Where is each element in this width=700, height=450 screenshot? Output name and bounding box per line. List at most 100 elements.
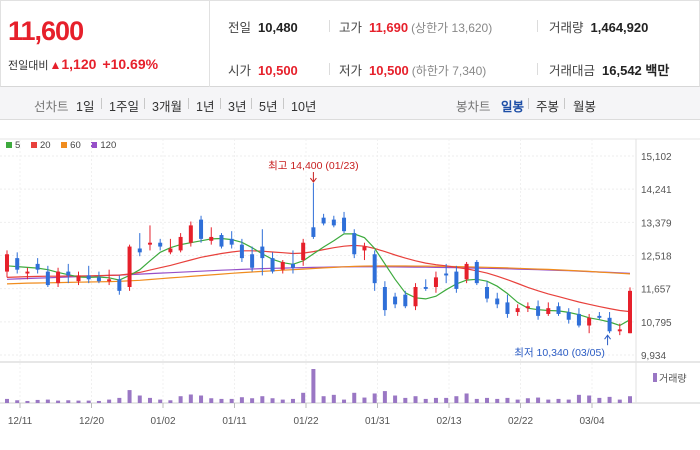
candle-body <box>45 271 50 286</box>
candle-body <box>474 261 479 284</box>
volume-bar <box>342 399 347 403</box>
low-value: 10,500 <box>369 63 409 78</box>
lower-limit-label: (하한가 <box>411 64 449 78</box>
tab-monthly[interactable]: 월봉 <box>573 100 597 114</box>
volume-bar <box>280 399 285 403</box>
line-chart-label: 선차트 <box>34 100 69 114</box>
volume-bar <box>45 399 50 403</box>
volume-bar <box>168 400 173 403</box>
lower-limit-value: 7,340) <box>452 64 487 78</box>
legend-swatch <box>30 142 37 148</box>
trade-amount-unit: 백만 <box>645 63 670 78</box>
candle-body <box>525 306 530 309</box>
volume-bar <box>301 392 306 403</box>
volume-bar <box>15 400 20 403</box>
y-tick-label: 14,241 <box>641 185 672 196</box>
volume-bar <box>382 391 387 403</box>
candle-body <box>127 246 132 287</box>
candle-body <box>485 286 490 299</box>
volume-bar <box>321 396 326 403</box>
legend-label: 60 <box>70 140 81 151</box>
y-tick-label: 15,102 <box>641 152 672 163</box>
candle-body <box>546 308 551 314</box>
high-value: 11,690 <box>369 20 409 35</box>
legend-label: 120 <box>100 140 117 151</box>
volume-bar <box>546 399 551 403</box>
candle-body <box>556 306 561 314</box>
legend-label: 5 <box>15 140 21 151</box>
x-tick-label: 12/20 <box>79 416 104 427</box>
legend-label: 20 <box>39 140 51 151</box>
x-tick-label: 02/22 <box>508 416 533 427</box>
divider <box>144 98 145 109</box>
price-chart[interactable]: 15,102 14,241 13,379 12,518 11,657 10,795 9,93… <box>0 120 700 450</box>
x-tick-label: 01/22 <box>293 416 318 427</box>
volume-bar <box>607 396 612 403</box>
volume-bar <box>117 397 122 403</box>
volume-bar <box>566 399 571 403</box>
volume-cell: 거래량 1,464,920 <box>549 17 648 36</box>
divider <box>251 98 252 109</box>
volume-bar <box>86 400 91 403</box>
volume-bar <box>5 398 9 403</box>
tab-daily[interactable]: 일봉 <box>501 100 525 114</box>
tab-weekly[interactable]: 주봉 <box>536 100 560 114</box>
candle-body <box>576 313 581 326</box>
tab-10year[interactable]: 10년 <box>291 100 317 114</box>
volume-bar <box>372 393 377 403</box>
volume-bar <box>239 397 244 403</box>
candle-body <box>107 279 112 282</box>
volume-bar <box>158 399 163 403</box>
tab-3month[interactable]: 3개월 <box>152 100 182 114</box>
upper-limit-label: (상한가 <box>411 21 449 35</box>
candle-body <box>597 315 602 318</box>
candle-body <box>229 238 234 245</box>
volume-legend-label: 거래량 <box>659 373 687 385</box>
x-tick-label: 02/13 <box>436 416 461 427</box>
legend-swatch <box>6 142 12 148</box>
candle-body <box>331 219 336 226</box>
change-value: 1,120 <box>61 56 97 72</box>
tab-1week[interactable]: 1주일 <box>109 100 139 114</box>
divider <box>564 98 565 109</box>
divider <box>537 63 538 75</box>
volume-bar <box>474 398 479 403</box>
divider <box>528 98 529 109</box>
candle-body <box>260 246 265 259</box>
high-arrow-head <box>309 177 317 183</box>
candle-body <box>270 258 275 272</box>
divider <box>537 20 538 32</box>
candle-body <box>382 286 387 311</box>
y-tick-label: 12,518 <box>641 252 672 263</box>
candle-body <box>505 302 510 314</box>
candle-body <box>403 294 408 307</box>
volume-bar <box>576 394 581 403</box>
tab-1day[interactable]: 1일 <box>76 100 95 114</box>
tab-1year[interactable]: 1년 <box>196 100 215 114</box>
legend-ma20: 20 <box>30 140 51 151</box>
candle-body <box>464 263 469 280</box>
divider <box>329 63 330 75</box>
volume-bar <box>525 398 530 403</box>
divider <box>220 98 221 109</box>
volume-bar <box>352 392 357 403</box>
divider <box>329 20 330 32</box>
candle-body <box>188 225 193 243</box>
candle-body <box>76 275 81 282</box>
candle-body <box>515 308 520 313</box>
volume-bar <box>433 397 438 403</box>
chart-tab-bar: 선차트 1일 1주일 3개월 1년 3년 5년 10년 봉차트 일봉 주봉 월봉 <box>0 87 700 120</box>
volume-bar <box>464 393 469 403</box>
volume-bar <box>505 397 510 403</box>
tab-5year[interactable]: 5년 <box>259 100 278 114</box>
y-tick-label: 9,934 <box>641 351 666 362</box>
candle-body <box>158 242 163 247</box>
volume-bar <box>260 396 265 403</box>
candle-body <box>536 306 541 316</box>
volume-bar <box>76 400 81 403</box>
volume-bar <box>495 398 500 403</box>
candle-body <box>301 242 306 261</box>
tab-3year[interactable]: 3년 <box>228 100 247 114</box>
candle-body <box>66 271 71 276</box>
candle-body <box>372 254 377 284</box>
